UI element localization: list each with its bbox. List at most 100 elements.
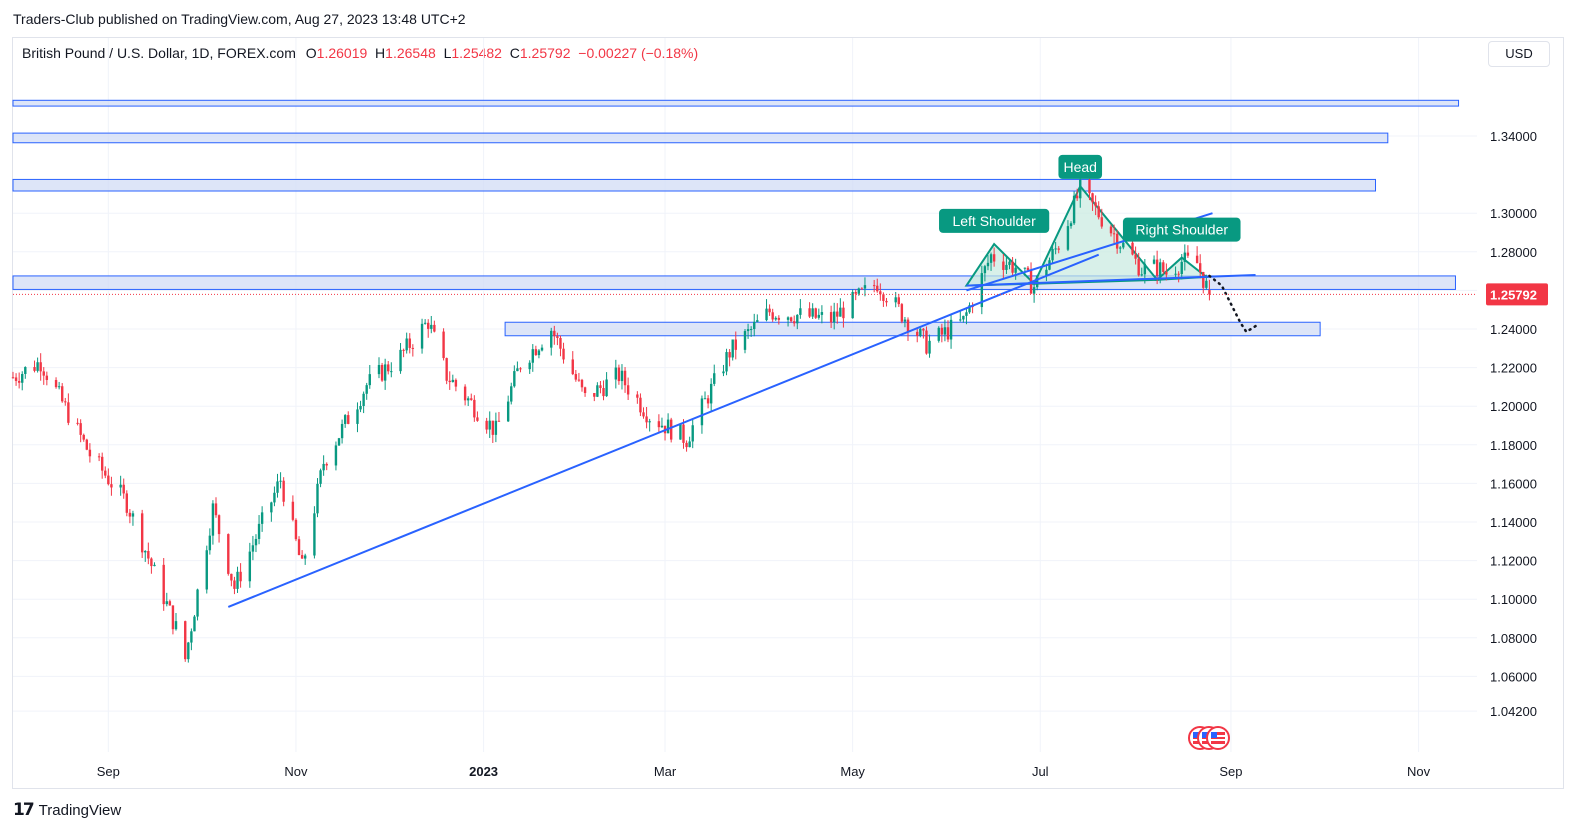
high-label: H (375, 45, 386, 61)
candle-body (230, 573, 233, 581)
candle (968, 302, 971, 314)
candle-body (894, 297, 897, 303)
candle (168, 599, 172, 606)
candle (125, 490, 128, 517)
candle (408, 333, 411, 354)
candle (442, 328, 445, 361)
candle-body (562, 348, 565, 360)
candle-body (64, 401, 67, 403)
candle-body (1008, 261, 1011, 265)
candle-last (1208, 279, 1211, 301)
candle (110, 476, 113, 496)
candle-body (497, 420, 501, 422)
candle-body (814, 308, 817, 318)
candle-body (811, 308, 814, 317)
candle (596, 382, 599, 398)
candle-body (131, 513, 135, 517)
candle (900, 302, 904, 324)
candle-body (1097, 206, 1100, 218)
candle (605, 372, 608, 397)
candle (876, 278, 879, 293)
candle (571, 351, 574, 376)
candle (860, 287, 864, 290)
candle-body (61, 386, 64, 402)
candle-body (1208, 290, 1211, 295)
candle-body (642, 412, 645, 417)
candle-body (291, 501, 295, 520)
candle (211, 500, 215, 545)
candle (1152, 255, 1156, 265)
candle (174, 612, 178, 631)
candle (743, 329, 747, 354)
candle-body (196, 589, 199, 617)
candle (82, 433, 85, 442)
candle (427, 319, 430, 338)
candle (100, 452, 104, 479)
candle-body (362, 393, 365, 406)
candle (971, 302, 974, 314)
candle (217, 514, 221, 543)
candle (248, 542, 252, 588)
candle (937, 326, 940, 343)
candle (21, 371, 24, 391)
candle (466, 396, 470, 407)
candle-body (925, 330, 928, 354)
candle-body (190, 631, 193, 643)
candle (236, 566, 239, 593)
candle-body (1155, 259, 1159, 276)
candle (583, 386, 587, 397)
symbol-name[interactable]: British Pound / U.S. Dollar, 1D, FOREX.c… (22, 45, 296, 61)
candle (617, 364, 621, 385)
candle (669, 417, 673, 443)
candle-body (774, 317, 777, 320)
candle-body (836, 311, 839, 317)
candle-body (513, 371, 516, 387)
candle-body (685, 442, 688, 448)
candle-body (550, 330, 553, 348)
price-tick-label: 1.20000 (1490, 399, 1537, 414)
price-tick-label: 1.34000 (1490, 129, 1537, 144)
candle-body (897, 297, 900, 305)
price-tick-label: 1.18000 (1490, 438, 1537, 453)
candle (316, 478, 319, 518)
candle-body (679, 424, 682, 440)
candle-body (251, 545, 255, 552)
candle (380, 362, 384, 382)
candle (488, 411, 491, 438)
candle (64, 397, 67, 406)
candle-body (1140, 274, 1143, 276)
candle (1029, 262, 1033, 294)
candle (916, 327, 919, 343)
low-value: 1.25482 (451, 45, 502, 61)
tradingview-logo[interactable]: 17 TradingView (13, 800, 121, 820)
candle (771, 308, 774, 322)
candle (1186, 245, 1190, 258)
candle (122, 478, 125, 499)
candle (57, 381, 61, 390)
candle (162, 558, 165, 611)
candle-body (227, 534, 230, 574)
candle-body (851, 291, 854, 319)
candle-body (580, 379, 584, 388)
candle-body (104, 470, 107, 476)
candle-body (771, 312, 774, 320)
candle-body (743, 331, 747, 350)
currency-button[interactable]: USD (1488, 41, 1550, 67)
candle-body (347, 415, 350, 424)
candle-body (383, 364, 387, 381)
candle-body (829, 312, 833, 323)
candle-body (1023, 267, 1027, 269)
price-axis[interactable]: 1.340001.300001.280001.260001.240001.220… (1486, 129, 1548, 719)
candle (1174, 266, 1177, 278)
candle-body (669, 419, 673, 440)
candle-body (556, 336, 559, 338)
candle-body (248, 551, 252, 582)
candle-body (162, 564, 165, 605)
candle-body (100, 456, 104, 471)
candle-body (208, 535, 212, 551)
economic-events[interactable] (1188, 726, 1230, 750)
candle (470, 393, 473, 401)
candle (1011, 257, 1014, 277)
time-axis[interactable]: Sep Nov 2023 Mar May Jul Sep Nov (97, 764, 1431, 779)
